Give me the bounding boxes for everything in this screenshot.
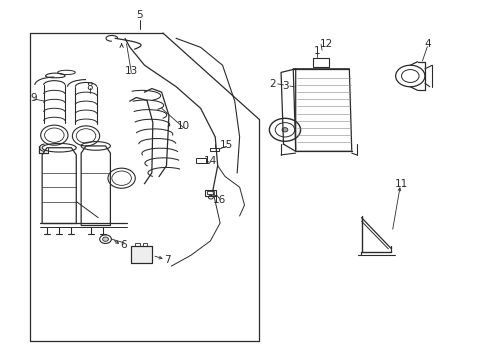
Text: 14: 14 [203, 156, 217, 166]
Text: 4: 4 [423, 40, 430, 49]
Text: 5: 5 [136, 10, 142, 20]
Bar [195, 158, 206, 163]
Text: 10: 10 [177, 121, 190, 131]
Bar [205, 190, 216, 196]
Bar [131, 246, 152, 263]
Text: 1: 1 [313, 46, 320, 56]
Text: 15: 15 [220, 140, 233, 150]
Circle shape [102, 237, 108, 241]
Bar [313, 58, 328, 67]
Bar [131, 246, 152, 263]
Text: 6: 6 [121, 240, 127, 250]
Bar [207, 192, 214, 194]
Text: 2: 2 [269, 79, 276, 89]
Bar [210, 148, 219, 150]
Text: 8: 8 [86, 82, 93, 92]
Text: 9: 9 [30, 93, 37, 103]
Circle shape [282, 128, 287, 132]
Text: 12: 12 [319, 40, 332, 49]
Bar [142, 243, 147, 246]
Text: 7: 7 [164, 255, 170, 265]
Bar [135, 243, 140, 246]
Text: 16: 16 [212, 195, 225, 205]
Text: 13: 13 [124, 66, 138, 76]
Text: 11: 11 [394, 179, 407, 189]
Text: 3: 3 [281, 81, 288, 91]
